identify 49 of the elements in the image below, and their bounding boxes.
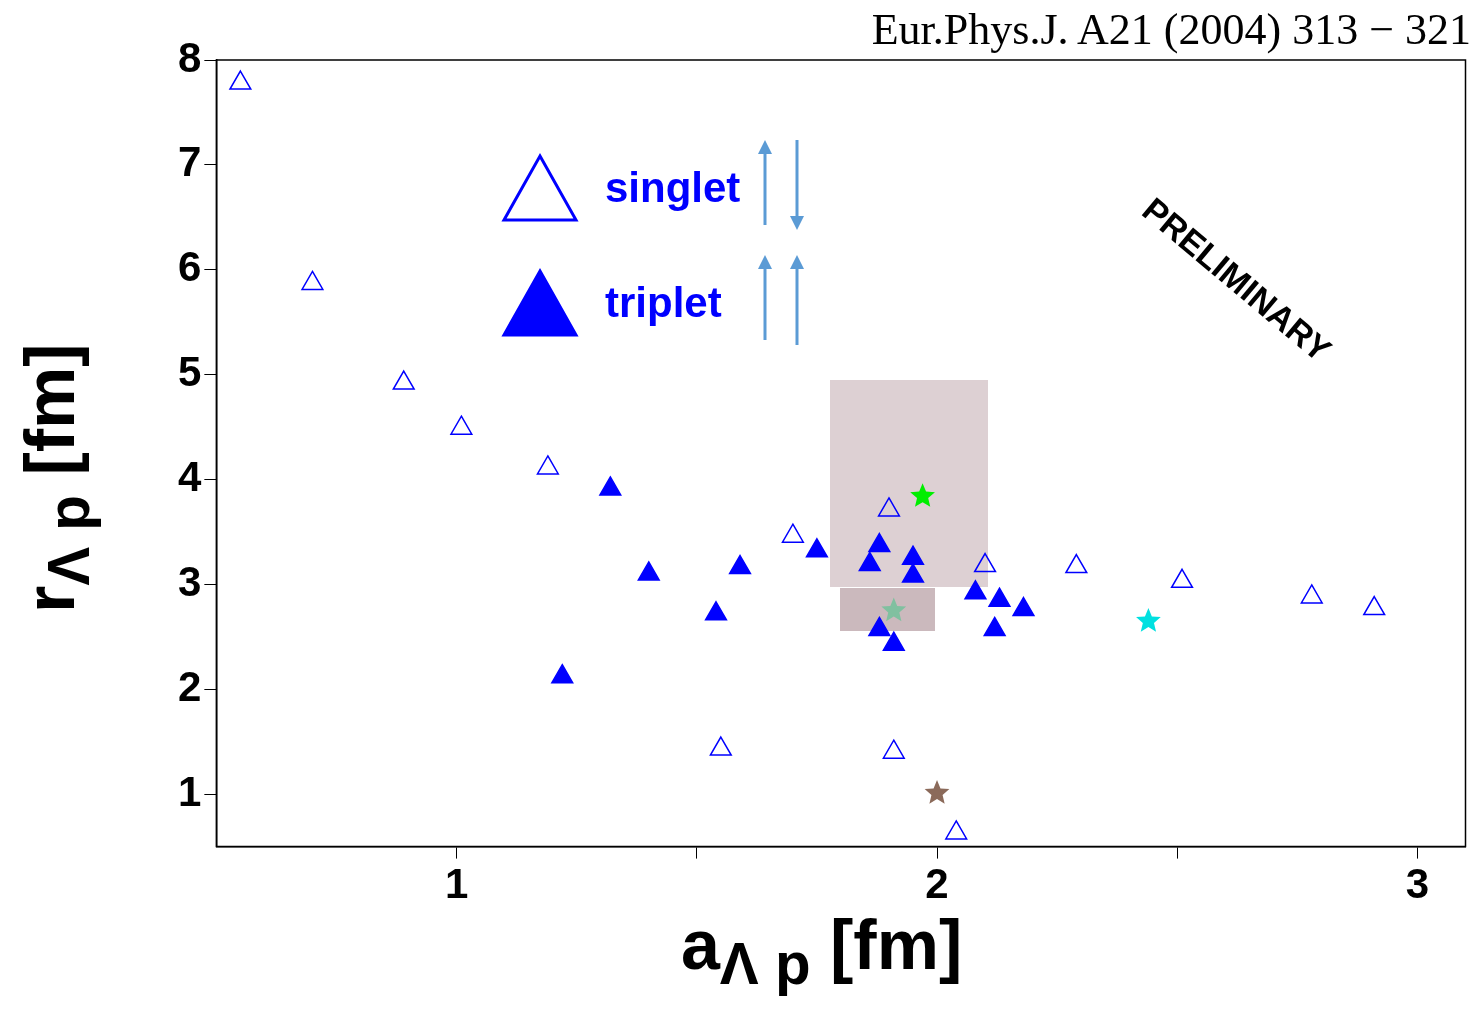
legend-label: singlet (605, 163, 742, 212)
point (551, 663, 574, 684)
point (868, 616, 891, 637)
legend-label: triplet (605, 278, 723, 327)
x-tick-label: 2 (925, 860, 949, 908)
point (1136, 608, 1161, 632)
y-tick-label: 8 (178, 33, 202, 81)
point (450, 415, 473, 435)
point (229, 70, 252, 90)
point (1300, 584, 1323, 604)
point (599, 476, 622, 496)
y-tick-label: 1 (178, 767, 202, 815)
y-tick-label: 6 (178, 243, 202, 291)
point (728, 554, 752, 575)
text: Eur.Phys.J. A21 (2004) 313 − 321 (871, 4, 1471, 55)
y-tick-label: 7 (178, 138, 202, 186)
point (1363, 595, 1386, 616)
point (924, 780, 950, 804)
point (858, 551, 881, 572)
point (973, 552, 997, 573)
y-tick-label: 3 (178, 557, 202, 605)
y-tick-label: 2 (178, 662, 202, 710)
point (301, 270, 324, 291)
point (1012, 596, 1035, 617)
point (536, 455, 559, 475)
point (868, 532, 891, 553)
x-tick-label: 1 (444, 860, 469, 908)
point (882, 631, 905, 651)
point (964, 580, 987, 600)
point (781, 523, 805, 543)
point (901, 563, 925, 583)
point (704, 601, 728, 621)
point (637, 561, 660, 581)
x-axis-title: a$_{Λ p}$ [fm] (680, 905, 963, 997)
y-tick-label: 5 (178, 348, 202, 396)
point (901, 545, 925, 565)
point (945, 820, 968, 840)
point (392, 370, 415, 390)
point (1065, 553, 1088, 574)
point (805, 538, 829, 558)
point (877, 497, 901, 517)
point (983, 616, 1006, 637)
point (882, 739, 905, 759)
point (1170, 568, 1194, 588)
x-tick-label: 3 (1405, 860, 1430, 908)
point (910, 483, 935, 507)
point (988, 587, 1011, 607)
point (709, 736, 732, 756)
y-tick-label: 4 (178, 453, 202, 501)
